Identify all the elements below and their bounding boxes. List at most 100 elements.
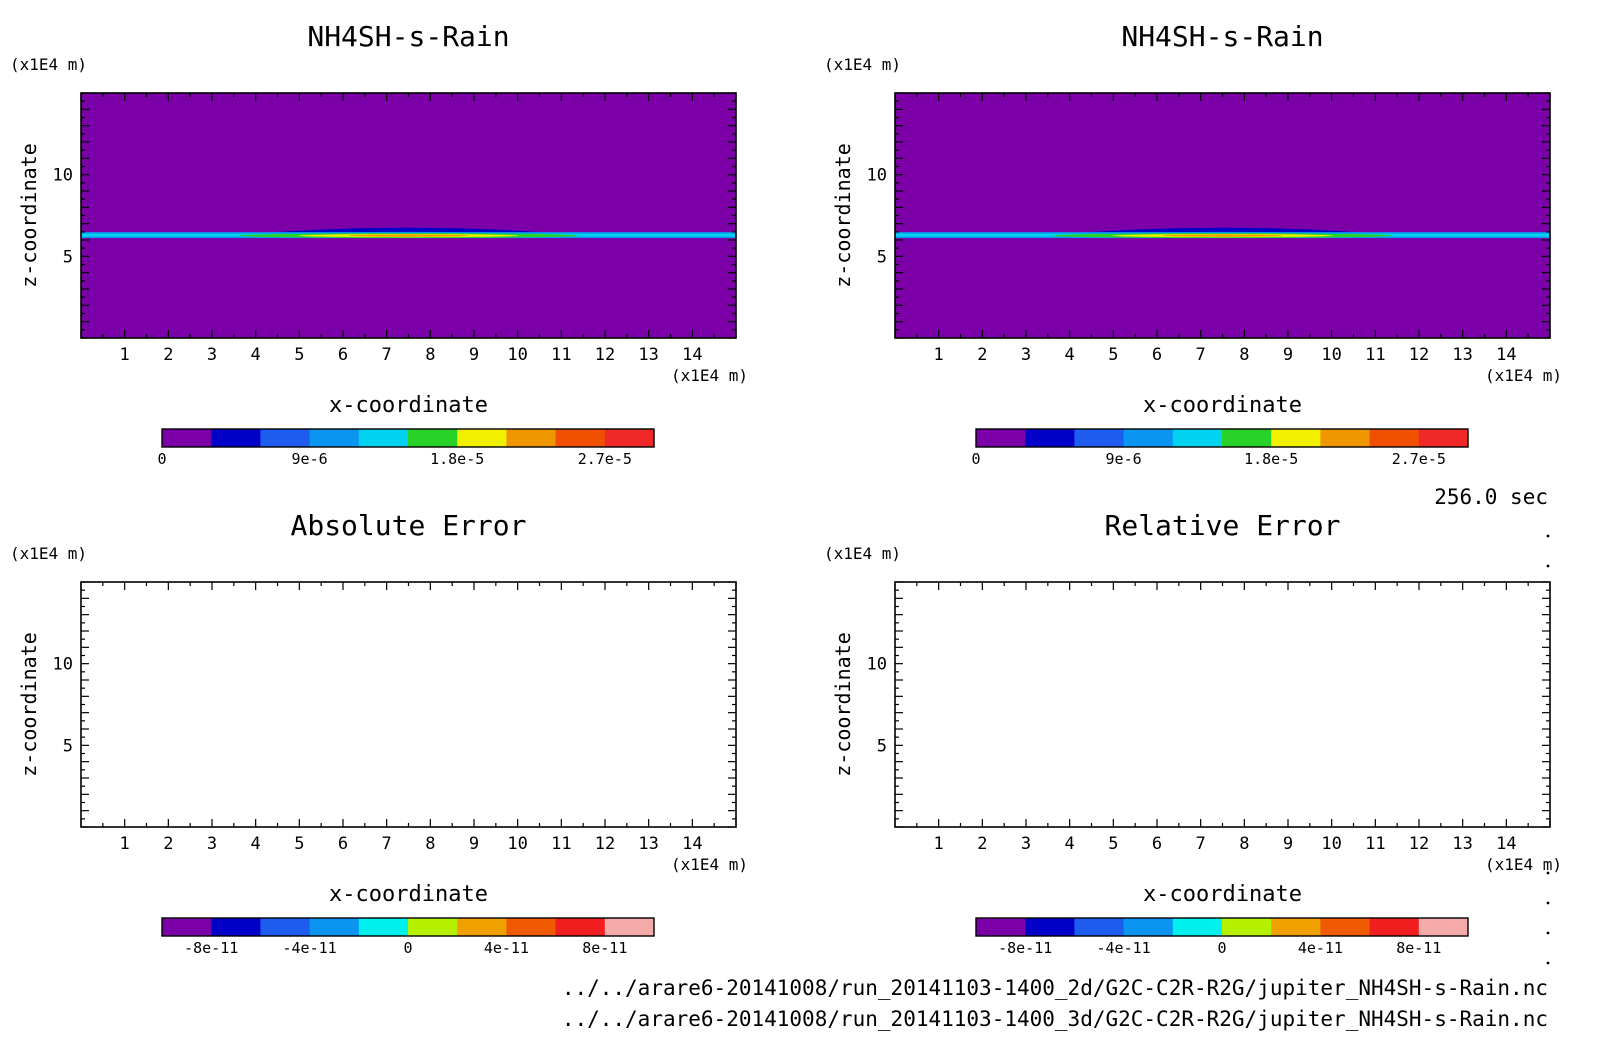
colorbar-segment <box>1172 918 1223 936</box>
y-unit-label: (x1E4 m) <box>10 55 87 74</box>
x-tick-label: 10 <box>507 345 527 365</box>
panel-title: NH4SH-s-Rain <box>307 20 509 53</box>
colorbar-segment <box>1074 429 1124 447</box>
panel-3: Absolute Error(x1E4 m)(x1E4 m)1 2 3 4 5 6 7 8 9 1… <box>10 509 748 957</box>
colorbar-segment <box>555 918 606 936</box>
x-tick-label: 2 <box>977 834 987 854</box>
colorbar-segment <box>976 429 1026 447</box>
colorbar-tick-label: -4e-11 <box>283 939 337 957</box>
colorbar-segment <box>309 918 360 936</box>
x-tick-label: 2 <box>163 345 173 365</box>
edge-dot <box>1546 931 1550 935</box>
colorbar-segment <box>555 429 606 447</box>
panel-1: NH4SH-s-Rain(x1E4 m)(x1E4 m)1 2 3 4 5 6 7 8 9 10 1… <box>10 20 748 468</box>
colorbar-frame <box>161 917 655 937</box>
colorbar-segment <box>211 429 261 447</box>
x-tick-label: 12 <box>595 345 615 365</box>
y-axis-label: z-coordinate <box>17 632 41 777</box>
x-tick-label: 6 <box>1152 345 1162 365</box>
colorbar-segment <box>358 918 409 936</box>
x-tick-label: 10 <box>1321 345 1341 365</box>
y-tick-label: 5 <box>877 736 887 756</box>
x-tick-label: 13 <box>638 834 658 854</box>
x-tick-label: 12 <box>595 834 615 854</box>
x-tick-label: 8 <box>1239 834 1249 854</box>
x-axis-label: x-coordinate <box>329 882 488 907</box>
colorbar-frame <box>161 428 655 448</box>
y-axis-label: z-coordinate <box>831 143 855 288</box>
edge-dot <box>1546 871 1550 875</box>
colorbar-tick-label: -8e-11 <box>184 939 238 957</box>
colorbar-tick-label: 0 <box>971 450 980 468</box>
colorbar-tick-label: 0 <box>403 939 412 957</box>
x-unit-label: (x1E4 m) <box>1485 855 1562 874</box>
edge-dot <box>1546 564 1550 568</box>
field-background <box>81 93 736 338</box>
colorbar-segment <box>1320 429 1370 447</box>
x-tick-label: 6 <box>338 834 348 854</box>
colorbar-segment <box>457 918 507 936</box>
x-tick-label: 7 <box>1196 834 1206 854</box>
x-tick-label: 3 <box>207 345 217 365</box>
colorbar-segment <box>604 429 655 447</box>
x-tick-label: 1 <box>934 345 944 365</box>
x-tick-label: 14 <box>682 345 702 365</box>
x-axis-label: x-coordinate <box>329 393 488 418</box>
colorbar-frame <box>975 428 1469 448</box>
colorbar-segment <box>1123 429 1174 447</box>
x-tick-label: 14 <box>1496 345 1516 365</box>
colorbar-tick-label: 8e-11 <box>582 939 627 957</box>
x-tick-label: 9 <box>469 345 479 365</box>
colorbar-tick-label: 1.8e-5 <box>1244 450 1298 468</box>
x-unit-label: (x1E4 m) <box>1485 366 1562 385</box>
x-tick-label: 5 <box>1108 345 1118 365</box>
x-tick-label: 7 <box>382 345 392 365</box>
x-tick-label: 6 <box>338 345 348 365</box>
colorbar-tick-label: -8e-11 <box>998 939 1052 957</box>
x-tick-label: 8 <box>425 345 435 365</box>
field-core-orange <box>1162 234 1283 237</box>
colorbar-segment <box>1222 918 1272 936</box>
x-tick-label: 11 <box>1365 345 1385 365</box>
colorbar-segment <box>211 918 261 936</box>
x-tick-label: 12 <box>1409 345 1429 365</box>
x-tick-label: 3 <box>207 834 217 854</box>
x-tick-label: 8 <box>1239 345 1249 365</box>
colorbar-segment <box>162 429 212 447</box>
edge-dot <box>1546 534 1550 538</box>
y-tick-label: 10 <box>53 655 73 675</box>
colorbar-segment <box>457 429 507 447</box>
y-unit-label: (x1E4 m) <box>10 544 87 563</box>
colorbar-segment <box>260 918 310 936</box>
x-tick-label: 9 <box>1283 834 1293 854</box>
colorbar-segment <box>1074 918 1124 936</box>
x-tick-label: 13 <box>1452 345 1472 365</box>
x-tick-label: 4 <box>251 834 261 854</box>
colorbar-segment <box>1123 918 1174 936</box>
x-tick-label: 11 <box>551 834 571 854</box>
x-axis-label: x-coordinate <box>1143 393 1302 418</box>
colorbar-segment <box>309 429 360 447</box>
x-unit-label: (x1E4 m) <box>671 366 748 385</box>
x-tick-label: 6 <box>1152 834 1162 854</box>
colorbar-tick-label: -4e-11 <box>1097 939 1151 957</box>
colorbar-segment <box>260 429 310 447</box>
field-background <box>895 582 1550 827</box>
x-tick-label: 14 <box>682 834 702 854</box>
x-tick-label: 5 <box>294 834 304 854</box>
colorbar-tick-label: 0 <box>157 450 166 468</box>
x-tick-label: 13 <box>1452 834 1472 854</box>
colorbar-tick-label: 9e-6 <box>292 450 328 468</box>
colorbar-segment <box>1025 918 1075 936</box>
x-tick-label: 11 <box>551 345 571 365</box>
x-tick-label: 9 <box>469 834 479 854</box>
colorbar-segment <box>604 918 655 936</box>
x-tick-label: 4 <box>1065 345 1075 365</box>
colorbar-segment <box>1369 429 1420 447</box>
x-tick-label: 3 <box>1021 345 1031 365</box>
y-tick-label: 10 <box>867 166 887 186</box>
colorbar-segment <box>408 918 458 936</box>
x-tick-label: 7 <box>382 834 392 854</box>
colorbar-segment <box>506 429 556 447</box>
y-tick-label: 10 <box>53 166 73 186</box>
